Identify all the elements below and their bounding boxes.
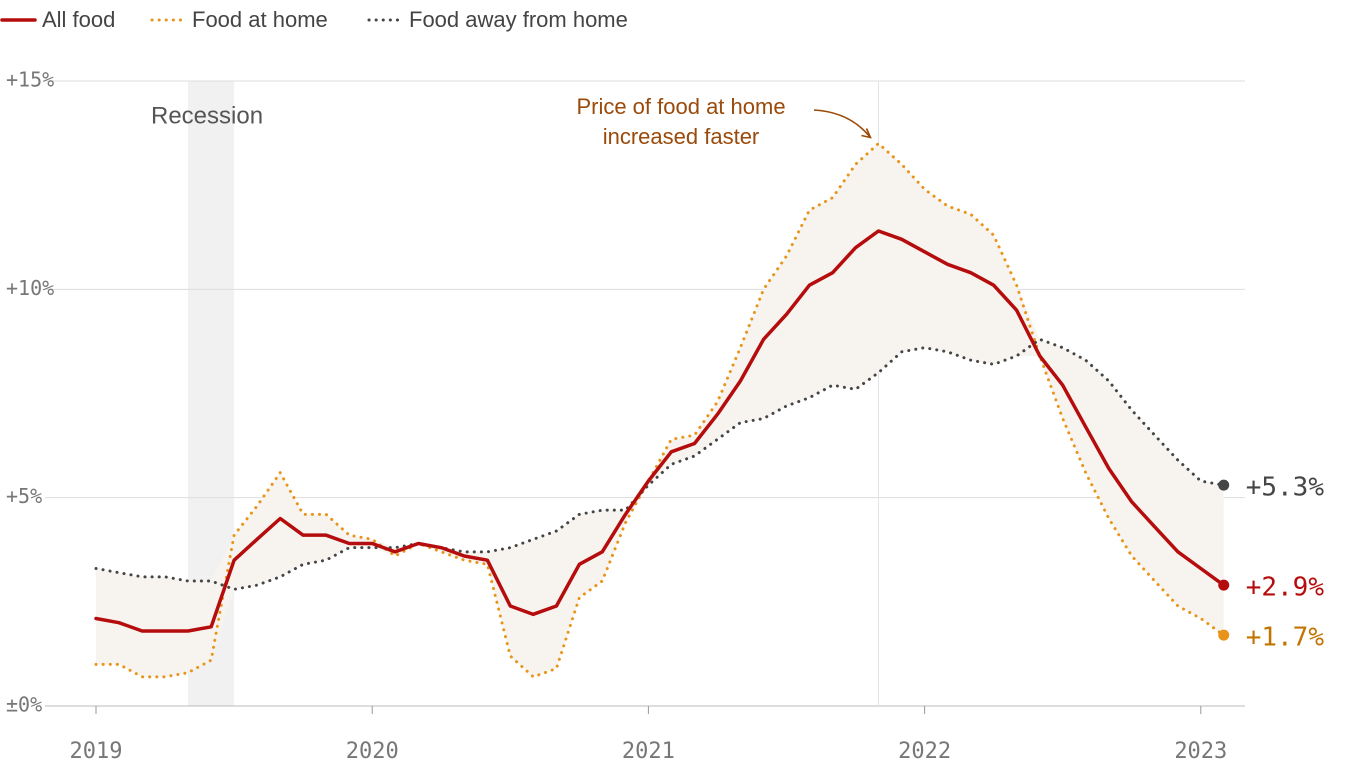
series-line <box>94 142 1226 679</box>
legend-item: Food away from home <box>367 7 628 32</box>
annotation-arrowhead <box>861 128 872 139</box>
x-tick-label: 2022 <box>898 739 951 764</box>
x-tick-label: 2021 <box>622 739 675 764</box>
end-point <box>1218 479 1230 491</box>
y-tick-label: +5% <box>6 484 42 508</box>
x-tick-label: 2019 <box>70 739 123 764</box>
end-point <box>1218 629 1230 641</box>
legend-label: Food away from home <box>409 7 628 32</box>
end-label: +1.7% <box>1246 623 1325 653</box>
x-tick-label: 2023 <box>1174 739 1227 764</box>
end-label: +2.9% <box>1246 573 1325 603</box>
range-band <box>96 143 1224 677</box>
series-line <box>94 229 1226 633</box>
recession-label: Recession <box>151 102 263 129</box>
annotation-arrow <box>813 109 872 139</box>
legend-item: Food at home <box>150 7 328 32</box>
series-line <box>94 337 1226 591</box>
annotation-text: increased faster <box>603 124 760 149</box>
end-point <box>1218 579 1230 591</box>
y-tick-label: +10% <box>6 276 54 300</box>
y-tick-label: ±0% <box>6 693 42 717</box>
annotation-text: Price of food at home <box>576 94 785 119</box>
legend-label: Food at home <box>192 7 328 32</box>
legend-item: All food <box>0 7 115 32</box>
x-tick-label: 2020 <box>346 739 399 764</box>
y-tick-label: +15% <box>6 68 54 92</box>
end-label: +5.3% <box>1246 473 1325 503</box>
legend-label: All food <box>42 7 115 32</box>
